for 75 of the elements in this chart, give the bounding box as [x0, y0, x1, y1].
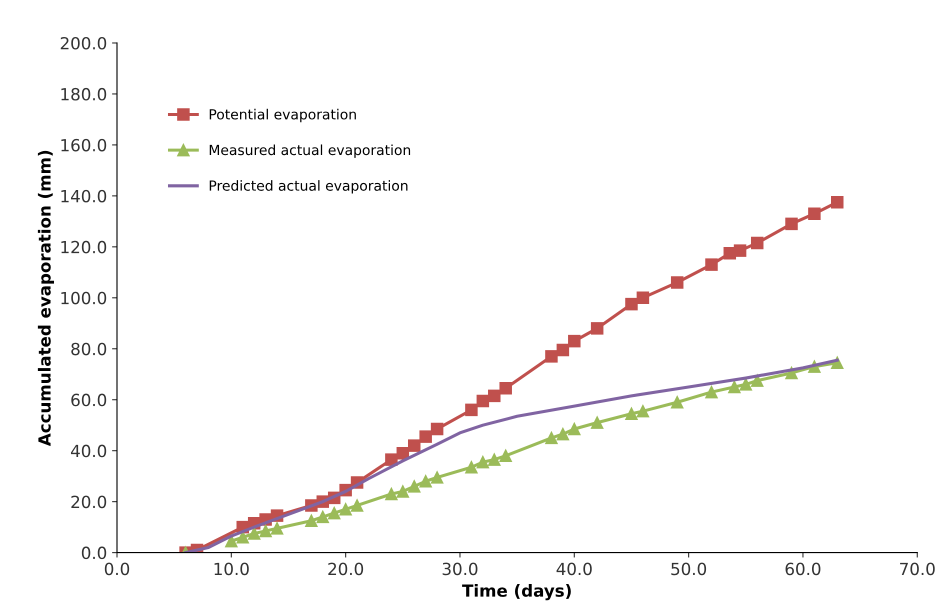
- point: [670, 396, 684, 409]
- point: [396, 446, 410, 460]
- point: [419, 475, 432, 488]
- point: [831, 196, 844, 208]
- point: [465, 404, 478, 416]
- legend-label: Predicted actual evaporation: [210, 180, 408, 194]
- point: [476, 456, 490, 468]
- point: [430, 471, 444, 484]
- point: [545, 350, 558, 363]
- x-tick-label: 20.0: [328, 562, 364, 576]
- point: [430, 422, 444, 436]
- point: [785, 218, 798, 230]
- point: [625, 298, 638, 310]
- point: [328, 506, 340, 520]
- point: [270, 522, 284, 535]
- point: [636, 404, 650, 418]
- point: [740, 378, 752, 391]
- legend-label: Potential evaporation: [210, 108, 356, 122]
- point: [750, 374, 764, 387]
- point: [476, 394, 490, 408]
- point: [728, 380, 741, 394]
- y-tick-label: 40.0: [70, 444, 106, 458]
- point: [248, 527, 260, 540]
- y-tick-label: 160.0: [61, 138, 106, 152]
- x-tick-label: 60.0: [786, 562, 820, 576]
- point: [499, 450, 512, 462]
- y-tick-label: 20.0: [71, 496, 106, 508]
- point: [465, 460, 478, 474]
- x-tick-label: 30.0: [442, 562, 478, 576]
- point: [705, 386, 718, 398]
- point: [705, 258, 718, 271]
- y-tick-label: 0.0: [82, 546, 106, 560]
- point: [339, 503, 352, 516]
- point: [488, 453, 501, 466]
- point: [556, 344, 570, 356]
- point: [225, 534, 238, 548]
- y-axis-title: Accumulated evaporation (mm): [38, 150, 54, 446]
- y-tick-label: 140.0: [61, 190, 106, 202]
- point: [396, 485, 410, 498]
- point: [734, 244, 746, 257]
- point: [236, 531, 250, 544]
- point: [625, 407, 638, 420]
- x-tick-label: 70.0: [900, 562, 935, 576]
- point: [670, 276, 684, 289]
- x-tick-label: 40.0: [556, 562, 592, 576]
- point: [305, 514, 318, 527]
- y-tick-label: 180.0: [61, 88, 106, 101]
- point: [408, 480, 420, 493]
- point: [568, 334, 581, 348]
- x-tick-label: 10.0: [214, 562, 249, 576]
- point: [259, 524, 272, 538]
- point: [419, 430, 432, 443]
- point: [350, 499, 364, 512]
- point: [556, 428, 570, 440]
- x-tick-label: 0.0: [104, 562, 130, 576]
- y-tick-label: 80.0: [71, 342, 106, 356]
- point: [316, 510, 330, 524]
- point: [488, 390, 501, 402]
- point: [499, 382, 512, 394]
- point: [568, 422, 581, 436]
- y-tick-label: 100.0: [61, 292, 106, 304]
- point: [385, 488, 398, 500]
- point: [750, 236, 764, 250]
- point: [408, 439, 420, 452]
- point: [545, 432, 558, 444]
- point: [808, 207, 821, 220]
- y-tick-label: 200.0: [60, 36, 106, 50]
- x-tick-label: 50.0: [671, 562, 706, 576]
- point: [636, 292, 650, 304]
- y-tick-label: 60.0: [71, 394, 106, 406]
- x-axis-title: Time (days): [462, 584, 571, 600]
- legend-label: Measured actual evaporation: [210, 144, 410, 158]
- point: [590, 416, 604, 429]
- point: [590, 322, 604, 335]
- y-tick-label: 120.0: [61, 240, 106, 254]
